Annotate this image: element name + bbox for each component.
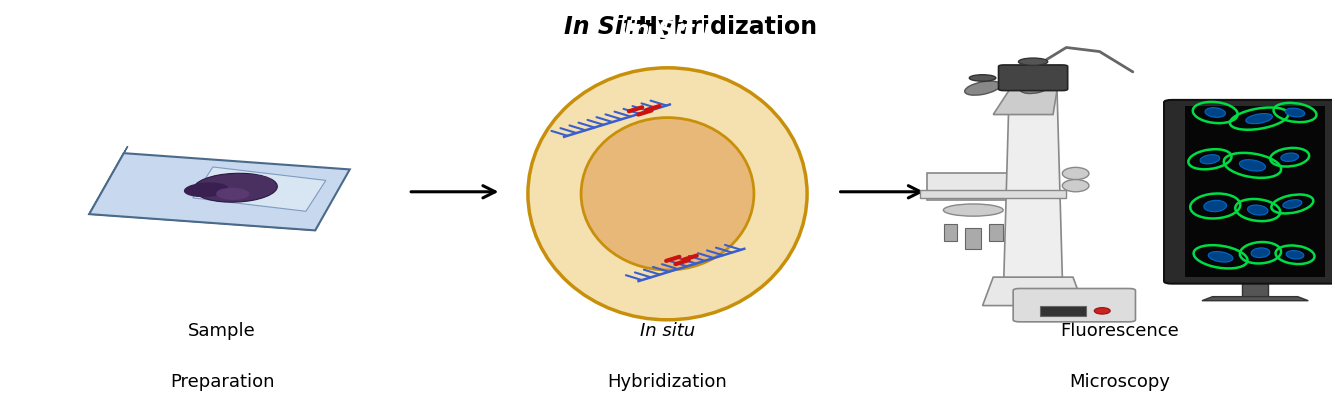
Ellipse shape [581, 117, 754, 270]
Ellipse shape [969, 75, 996, 81]
Bar [1040, 306, 1087, 316]
Ellipse shape [1247, 205, 1268, 215]
FancyBboxPatch shape [1164, 100, 1335, 283]
Ellipse shape [944, 204, 1003, 216]
Bar [989, 224, 1003, 241]
Ellipse shape [184, 182, 228, 197]
Polygon shape [89, 153, 350, 230]
Bar [965, 228, 981, 249]
Text: In Situ: In Situ [563, 15, 651, 39]
Ellipse shape [216, 188, 250, 200]
Text: Hybridization: Hybridization [607, 372, 728, 391]
Polygon shape [1004, 90, 1063, 277]
Polygon shape [1202, 297, 1308, 301]
Ellipse shape [1206, 108, 1226, 117]
Ellipse shape [527, 68, 808, 320]
Bar [1242, 281, 1268, 297]
Polygon shape [993, 90, 1057, 115]
Text: Preparation: Preparation [170, 372, 275, 391]
Ellipse shape [223, 174, 274, 191]
Polygon shape [89, 207, 319, 230]
Ellipse shape [1286, 108, 1304, 117]
Ellipse shape [194, 173, 278, 202]
Ellipse shape [1280, 153, 1299, 162]
Ellipse shape [1286, 250, 1304, 259]
Text: Sample: Sample [188, 322, 256, 340]
Ellipse shape [965, 81, 1000, 95]
Bar [1185, 106, 1324, 277]
Polygon shape [983, 277, 1084, 306]
Ellipse shape [1204, 200, 1227, 212]
Text: In situ: In situ [639, 322, 696, 340]
Polygon shape [89, 146, 128, 214]
Text: In Situ: In Situ [623, 19, 712, 42]
Ellipse shape [1246, 114, 1272, 124]
Ellipse shape [1024, 73, 1051, 79]
FancyBboxPatch shape [999, 65, 1068, 91]
Ellipse shape [1208, 251, 1232, 262]
Polygon shape [926, 173, 1009, 200]
Ellipse shape [1200, 154, 1220, 164]
Text: Microscopy: Microscopy [1069, 372, 1169, 391]
Ellipse shape [1095, 308, 1111, 314]
Text: Fluorescence: Fluorescence [1060, 322, 1179, 340]
Ellipse shape [1019, 58, 1048, 66]
Bar [944, 224, 957, 241]
Ellipse shape [1283, 200, 1302, 208]
Polygon shape [192, 167, 326, 211]
FancyBboxPatch shape [1013, 288, 1136, 322]
Ellipse shape [1063, 167, 1089, 180]
Polygon shape [920, 190, 1067, 198]
Text: Hybridization: Hybridization [563, 15, 817, 39]
Ellipse shape [1239, 160, 1266, 171]
Ellipse shape [1251, 248, 1270, 258]
Ellipse shape [1063, 180, 1089, 192]
Ellipse shape [1020, 79, 1052, 94]
